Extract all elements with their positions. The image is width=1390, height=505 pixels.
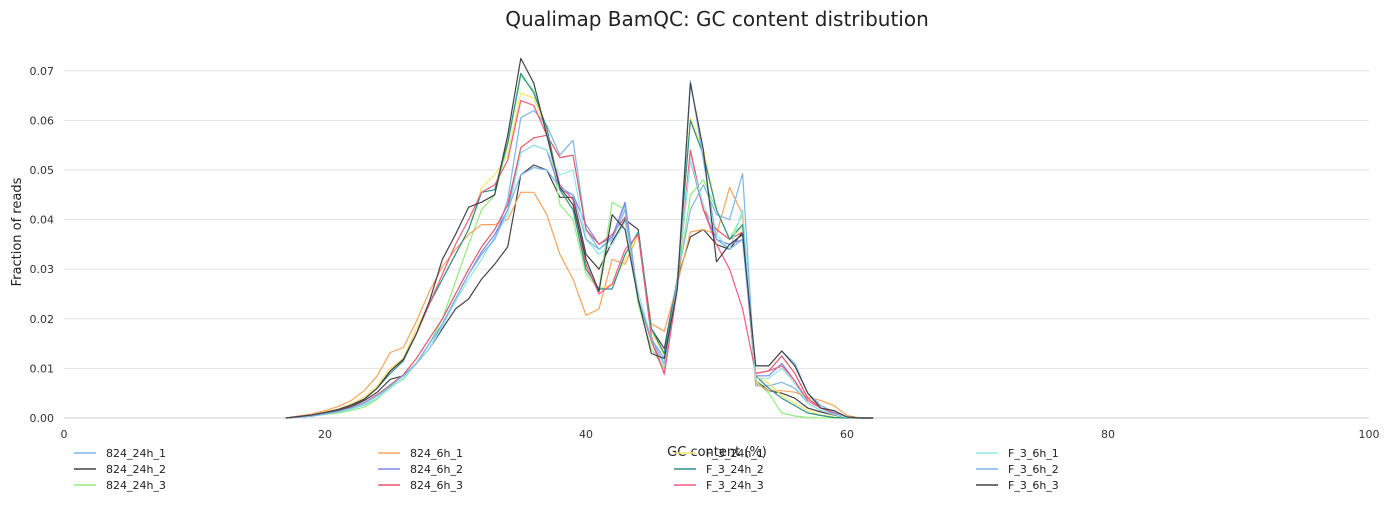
legend-item[interactable]: 824_6h_2 — [378, 463, 463, 476]
legend-item[interactable]: 824_24h_3 — [74, 479, 166, 492]
legend-label: 824_24h_3 — [106, 479, 166, 492]
x-tick-label: 100 — [1359, 428, 1380, 441]
series-line-824_24h_3 — [285, 75, 874, 419]
legend-label: F_3_6h_3 — [1008, 479, 1059, 492]
y-tick-label: 0.00 — [30, 412, 55, 425]
legend-item[interactable]: F_3_24h_3 — [674, 479, 764, 492]
legend-item[interactable]: 824_24h_2 — [74, 463, 166, 476]
legend-label: 824_6h_1 — [410, 447, 463, 460]
legend-item[interactable]: F_3_6h_2 — [976, 463, 1059, 476]
y-tick-label: 0.03 — [30, 263, 55, 276]
legend-item[interactable]: F_3_24h_2 — [674, 463, 764, 476]
legend-item[interactable]: 824_6h_3 — [378, 479, 463, 492]
y-tick-label: 0.01 — [30, 362, 55, 375]
legend-label: 824_6h_2 — [410, 463, 463, 476]
legend-label: F_3_24h_2 — [706, 463, 764, 476]
series-line-F_3_24h_3 — [285, 99, 874, 419]
legend-label: 824_6h_3 — [410, 479, 463, 492]
y-tick-label: 0.06 — [30, 114, 55, 127]
chart-title: Qualimap BamQC: GC content distribution — [505, 7, 929, 31]
series-line-F_3_6h_1 — [285, 144, 874, 419]
y-tick-label: 0.07 — [30, 65, 55, 78]
x-tick-label: 40 — [579, 428, 593, 441]
legend-label: F_3_24h_1 — [706, 447, 764, 460]
series-line-824_6h_3 — [285, 134, 874, 419]
legend-label: F_3_24h_3 — [706, 479, 764, 492]
y-axis-ticks: 0.00 0.01 0.02 0.03 0.04 0.05 0.06 0.07 — [30, 65, 55, 425]
legend: 824_24h_1 824_24h_2 824_24h_3 824_6h_1 824_6… — [74, 447, 1059, 492]
y-tick-label: 0.02 — [30, 313, 55, 326]
legend-item[interactable]: 824_24h_1 — [74, 447, 166, 460]
x-tick-label: 80 — [1101, 428, 1115, 441]
x-tick-label: 0 — [61, 428, 68, 441]
x-axis-label: GC content (%) — [667, 445, 767, 460]
legend-item[interactable]: F_3_6h_1 — [976, 447, 1059, 460]
y-tick-label: 0.04 — [30, 214, 55, 227]
series-line-824_6h_1 — [285, 186, 874, 419]
x-axis-ticks: 0 20 40 60 80 100 — [61, 428, 1380, 441]
gridlines — [64, 70, 1369, 419]
legend-label: 824_24h_1 — [106, 447, 166, 460]
x-tick-label: 20 — [318, 428, 332, 441]
series-line-824_24h_2 — [285, 164, 874, 419]
x-tick-label: 60 — [840, 428, 854, 441]
series-lines — [285, 57, 874, 419]
legend-item[interactable]: 824_6h_1 — [378, 447, 463, 460]
legend-label: F_3_6h_1 — [1008, 447, 1059, 460]
y-tick-label: 0.05 — [30, 164, 55, 177]
series-line-F_3_6h_3 — [285, 57, 874, 419]
y-axis-label: Fraction of reads — [10, 177, 25, 286]
legend-label: 824_24h_2 — [106, 463, 166, 476]
legend-item[interactable]: F_3_24h_1 — [674, 447, 764, 460]
legend-item[interactable]: F_3_6h_3 — [976, 479, 1059, 492]
legend-label: F_3_6h_2 — [1008, 463, 1059, 476]
series-line-F_3_24h_2 — [285, 72, 874, 419]
